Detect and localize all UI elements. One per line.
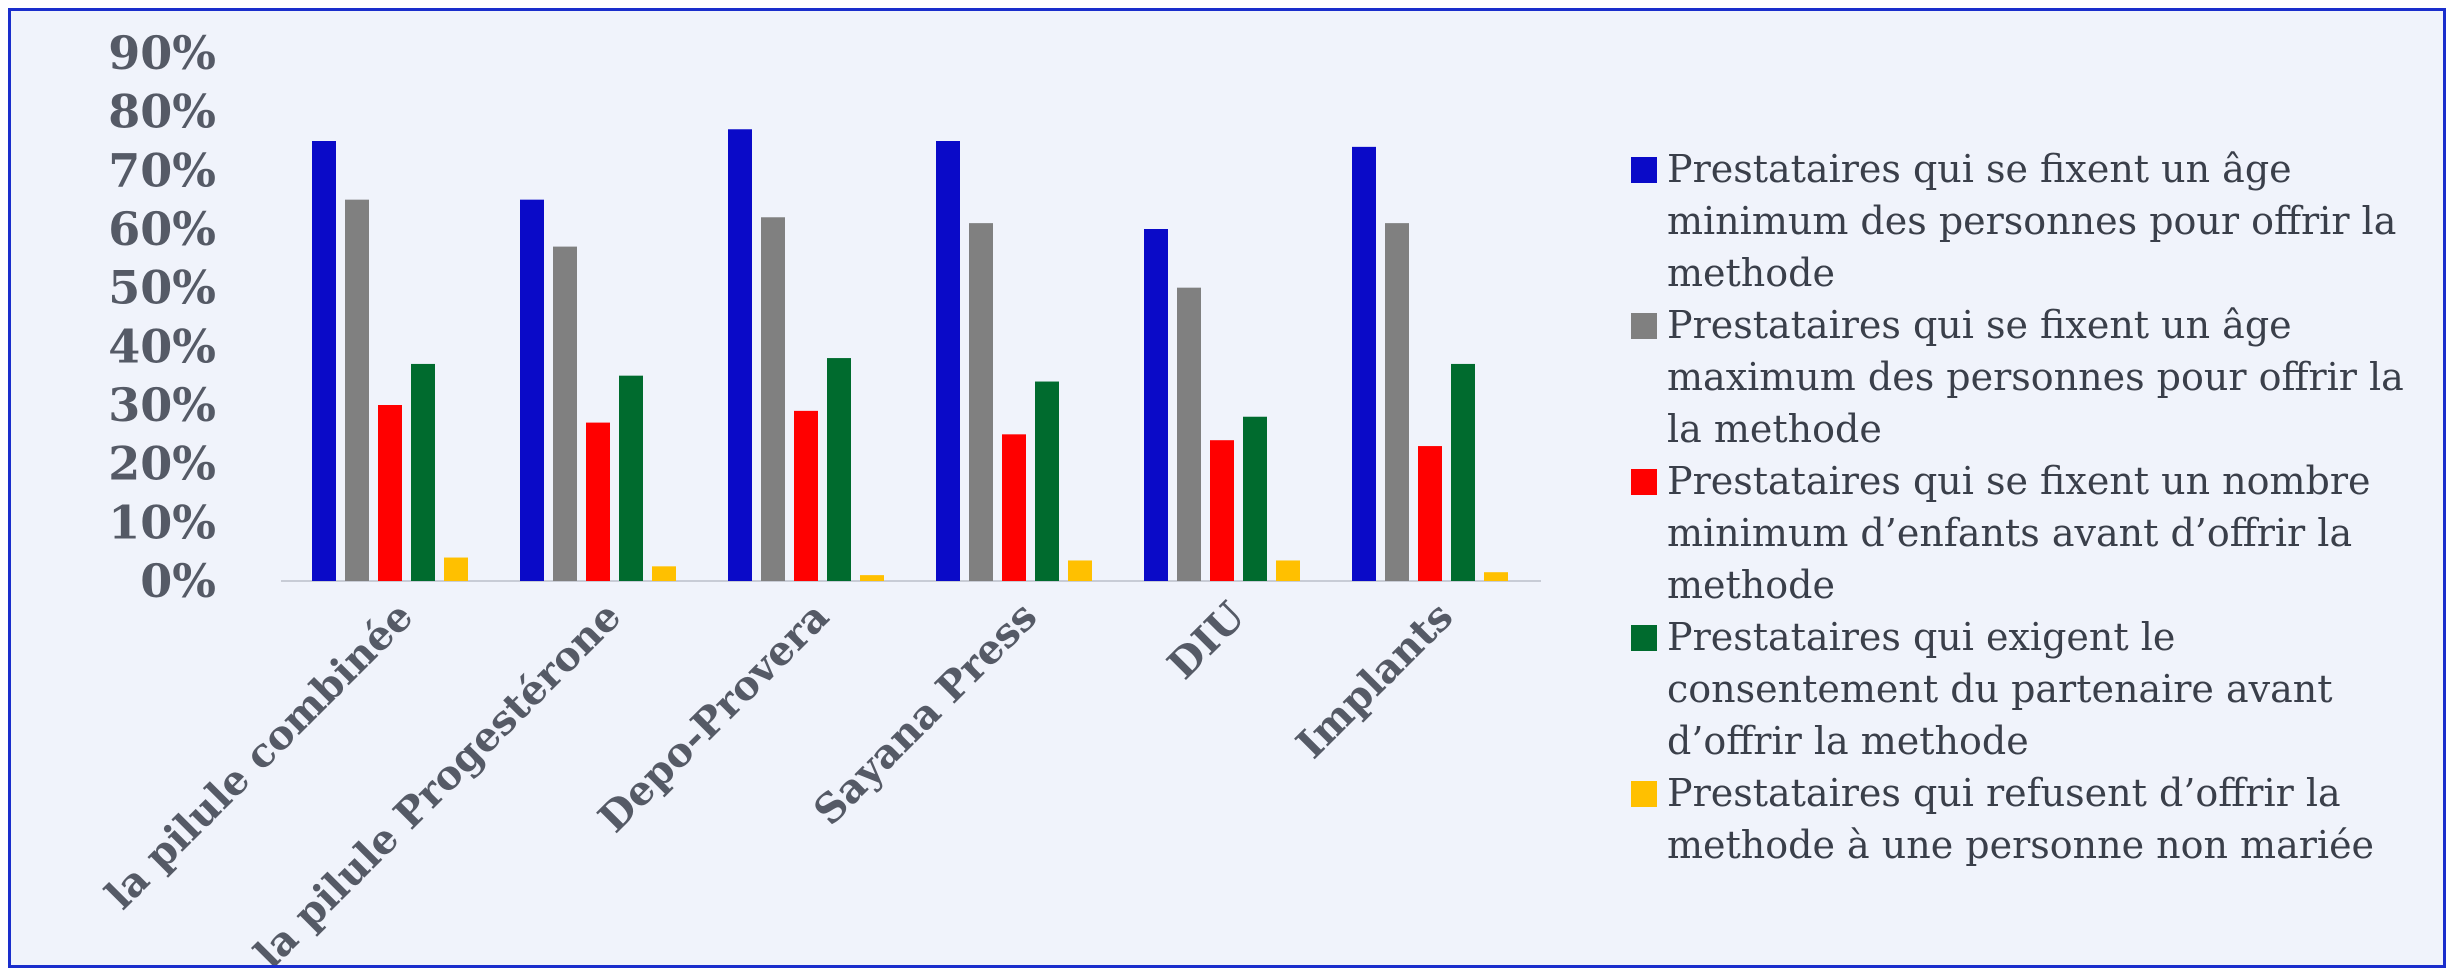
- bar-chart: 0%10%20%30%40%50%60%70%80%90% la pilule …: [96, 26, 1541, 965]
- bar-1-3: [619, 375, 643, 581]
- bar-5-2: [1418, 446, 1442, 581]
- bar-5-1: [1385, 223, 1409, 581]
- bar-4-0: [1144, 229, 1168, 581]
- bar-2-2: [794, 410, 818, 581]
- legend-swatch-4: [1631, 781, 1657, 807]
- bar-3-4: [1068, 560, 1092, 581]
- legend-label-3: Prestataires qui exigent le consentement…: [1667, 615, 2333, 763]
- legend-swatch-1: [1631, 313, 1657, 339]
- bar-5-3: [1451, 363, 1475, 581]
- x-tick-label: la pilule Progestérone: [245, 593, 630, 965]
- y-axis-ticks: 0%10%20%30%40%50%60%70%80%90%: [108, 26, 216, 608]
- bar-1-0: [520, 199, 544, 581]
- legend-label-1: Prestataires qui se fixent un âge maximu…: [1667, 303, 2404, 451]
- bar-0-3: [411, 363, 435, 581]
- x-tick-label: Depo-Provera: [589, 593, 838, 842]
- bar-4-4: [1276, 560, 1300, 581]
- y-tick-label: 70%: [108, 143, 216, 197]
- legend-swatch-3: [1631, 625, 1657, 651]
- bar-3-2: [1002, 434, 1026, 581]
- legend-item-0: Prestataires qui se fixent un âge minimu…: [1631, 143, 2431, 299]
- legend-label-2: Prestataires qui se fixent un nombre min…: [1667, 459, 2371, 607]
- x-tick-label: DIU: [1158, 593, 1254, 689]
- bar-0-0: [312, 141, 336, 581]
- chart-frame: 0% 10% 20% 30% 40% 50% 60% 70% 80% 90% la pilule …: [8, 8, 2446, 968]
- bar-1-2: [586, 422, 610, 581]
- y-tick-label: 50%: [108, 261, 216, 315]
- x-tick-label: Implants: [1287, 593, 1462, 768]
- y-tick-label: 10%: [108, 495, 216, 549]
- bar-0-4: [444, 557, 468, 581]
- bar-0-2: [378, 405, 402, 581]
- bars: [312, 129, 1508, 581]
- y-tick-label: 80%: [108, 85, 216, 139]
- bar-2-3: [827, 358, 851, 581]
- y-tick-label: 30%: [108, 378, 216, 432]
- bar-1-4: [652, 566, 676, 581]
- legend: Prestataires qui se fixent un âge minimu…: [1631, 143, 2431, 871]
- legend-item-4: Prestataires qui refusent d’offrir la me…: [1631, 767, 2431, 871]
- legend-label-4: Prestataires qui refusent d’offrir la me…: [1667, 771, 2375, 867]
- bar-4-3: [1243, 416, 1267, 581]
- bar-3-0: [936, 141, 960, 581]
- bar-5-4: [1484, 572, 1508, 581]
- y-tick-label: 60%: [108, 202, 216, 256]
- y-tick-label: 0%: [140, 554, 216, 608]
- bar-2-0: [728, 129, 752, 581]
- y-tick-label: 20%: [108, 437, 216, 491]
- bar-3-1: [969, 223, 993, 581]
- y-tick-label: 90%: [108, 26, 216, 80]
- bar-0-1: [345, 199, 369, 581]
- legend-label-0: Prestataires qui se fixent un âge minimu…: [1667, 147, 2397, 295]
- bar-1-1: [553, 246, 577, 581]
- bar-4-1: [1177, 287, 1201, 581]
- bar-2-1: [761, 217, 785, 581]
- bar-5-0: [1352, 146, 1376, 581]
- bar-4-2: [1210, 440, 1234, 581]
- bar-2-4: [860, 575, 884, 581]
- legend-item-1: Prestataires qui se fixent un âge maximu…: [1631, 299, 2431, 455]
- legend-item-2: Prestataires qui se fixent un nombre min…: [1631, 455, 2431, 611]
- y-tick-label: 40%: [108, 319, 216, 373]
- x-tick-label: Sayana Press: [805, 593, 1046, 834]
- legend-item-3: Prestataires qui exigent le consentement…: [1631, 611, 2431, 767]
- bar-3-3: [1035, 381, 1059, 581]
- legend-swatch-0: [1631, 157, 1657, 183]
- legend-swatch-2: [1631, 469, 1657, 495]
